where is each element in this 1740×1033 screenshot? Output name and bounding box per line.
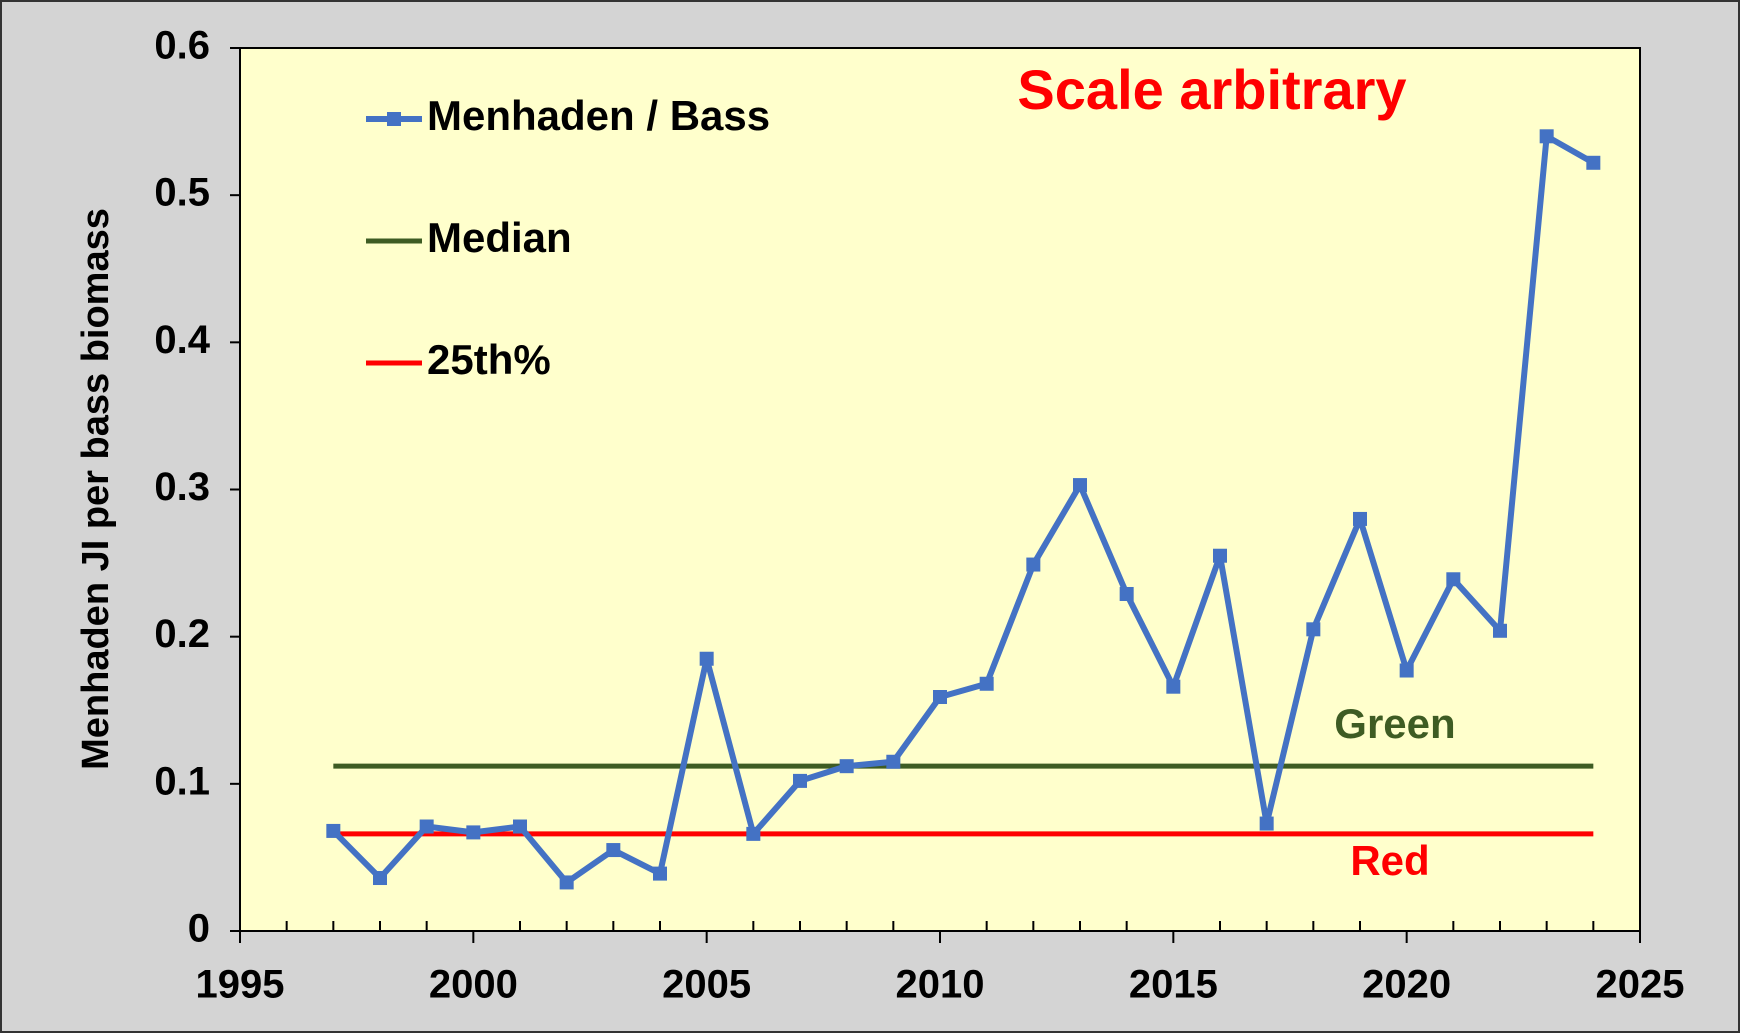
marker: [1259, 816, 1274, 831]
y-axis-label: Menhaden JI per bass biomass: [75, 208, 117, 770]
marker: [1166, 679, 1181, 694]
annotation: Red: [1350, 837, 1429, 884]
marker: [513, 819, 527, 834]
marker: [979, 676, 994, 691]
x-tick-label: 1995: [196, 963, 285, 1007]
marker: [746, 826, 761, 841]
x-tick-label: 2005: [662, 963, 751, 1007]
legend-marker: [387, 112, 401, 126]
legend-label: Menhaden / Bass: [427, 92, 770, 139]
annotation: Scale arbitrary: [1017, 58, 1406, 121]
series-line: [331, 133, 1595, 886]
y-tick-label: 0.4: [154, 318, 210, 362]
marker: [373, 871, 387, 886]
marker: [1539, 129, 1554, 144]
x-tick-label: 2000: [429, 963, 518, 1007]
marker: [559, 875, 574, 890]
y-tick-label: 0.5: [154, 171, 210, 215]
y-tick-label: 0.3: [154, 465, 210, 509]
marker: [1446, 572, 1461, 587]
marker: [933, 690, 947, 705]
marker: [466, 825, 481, 840]
marker: [419, 819, 434, 834]
marker: [793, 773, 807, 788]
x-tick-label: 2015: [1129, 963, 1218, 1007]
y-tick-label: 0.1: [154, 759, 210, 803]
marker: [653, 866, 667, 881]
annotation: Green: [1334, 700, 1455, 747]
marker: [606, 843, 621, 858]
plot-area: [239, 47, 1641, 932]
marker: [326, 823, 341, 838]
marker: [1073, 478, 1087, 493]
marker: [1119, 586, 1134, 601]
marker: [839, 759, 854, 774]
legend-label: 25th%: [427, 336, 551, 383]
y-tick-label: 0.6: [154, 24, 210, 68]
marker: [1586, 155, 1601, 170]
x-tick-label: 2025: [1596, 963, 1685, 1007]
marker: [1399, 663, 1414, 678]
marker: [1026, 557, 1041, 572]
marker: [1213, 548, 1227, 563]
marker: [1306, 622, 1321, 637]
x-tick-label: 2010: [896, 963, 985, 1007]
marker: [886, 754, 901, 769]
y-tick-label: 0: [188, 907, 210, 951]
legend-label: Median: [427, 214, 572, 261]
x-tick-label: 2020: [1362, 963, 1451, 1007]
marker: [1353, 511, 1367, 526]
y-tick-label: 0.2: [154, 612, 210, 656]
marker: [699, 651, 714, 666]
marker: [1493, 623, 1507, 638]
